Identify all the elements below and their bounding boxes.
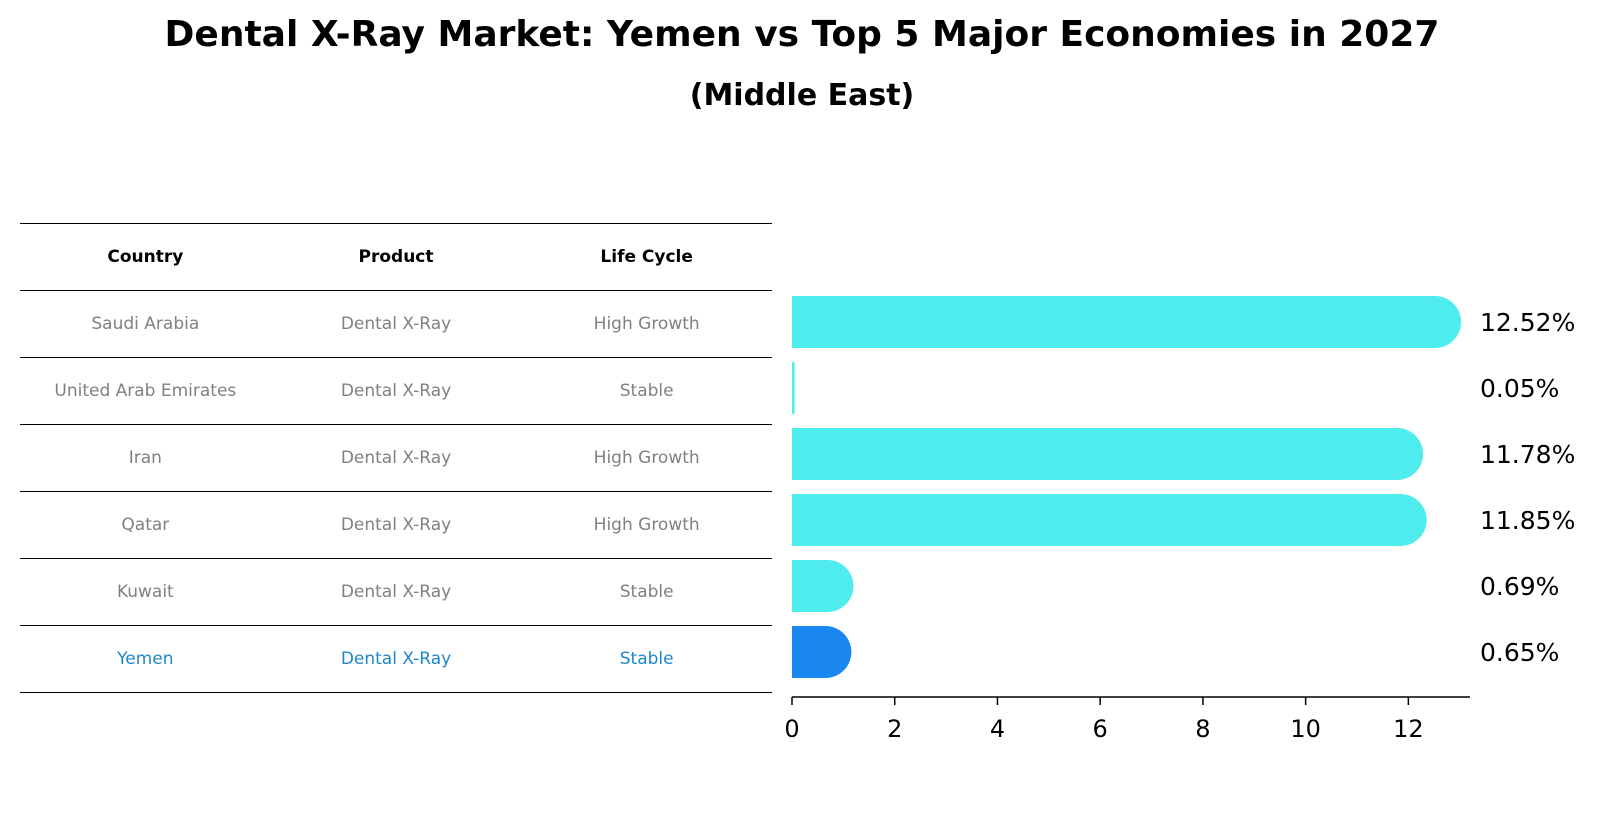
cell-life-cycle: High Growth xyxy=(593,314,700,334)
header-life-cycle: Life Cycle xyxy=(600,247,693,267)
x-tick-label: 4 xyxy=(990,715,1005,743)
bar xyxy=(792,428,1424,480)
cell-life-cycle: Stable xyxy=(619,582,674,602)
x-tick-label: 8 xyxy=(1195,715,1210,743)
chart-subtitle: (Middle East) xyxy=(689,78,915,113)
bar xyxy=(792,296,1462,348)
cell-product: Dental X-Ray xyxy=(340,314,452,334)
cell-product: Dental X-Ray xyxy=(340,448,452,468)
cell-product: Dental X-Ray xyxy=(340,582,452,602)
bar xyxy=(792,362,795,414)
cell-country: Qatar xyxy=(121,515,170,535)
cell-life-cycle: Stable xyxy=(619,381,674,401)
cell-country: United Arab Emirates xyxy=(54,381,237,401)
cell-life-cycle: High Growth xyxy=(593,448,700,468)
header-country: Country xyxy=(107,247,184,267)
table-row: Saudi Arabia Dental X-Ray High Growth xyxy=(20,291,772,358)
table-header-row: Country Product Life Cycle xyxy=(20,223,772,291)
header-product: Product xyxy=(358,247,434,267)
cell-life-cycle: Stable xyxy=(619,649,674,669)
bar-value-label: 0.65% xyxy=(1480,638,1559,667)
x-tick-label: 10 xyxy=(1290,715,1321,743)
bar-highlighted xyxy=(792,626,852,678)
cell-product: Dental X-Ray xyxy=(340,515,452,535)
cell-country: Iran xyxy=(128,448,162,468)
x-tick-label: 12 xyxy=(1393,715,1424,743)
cell-product: Dental X-Ray xyxy=(340,649,452,669)
data-table: Country Product Life Cycle Saudi Arabia … xyxy=(20,223,772,693)
cell-life-cycle: High Growth xyxy=(593,515,700,535)
table-row: Qatar Dental X-Ray High Growth xyxy=(20,492,772,559)
chart-title: Dental X-Ray Market: Yemen vs Top 5 Majo… xyxy=(164,14,1440,55)
x-tick-label: 6 xyxy=(1093,715,1108,743)
bar-value-label: 12.52% xyxy=(1480,308,1575,337)
bar-value-label: 11.78% xyxy=(1480,440,1575,469)
cell-country: Kuwait xyxy=(116,582,174,602)
bar xyxy=(792,494,1427,546)
table-row: Kuwait Dental X-Ray Stable xyxy=(20,559,772,626)
table-row-highlighted: Yemen Dental X-Ray Stable xyxy=(20,626,772,693)
bar-value-label: 11.85% xyxy=(1480,506,1575,535)
x-tick-label: 0 xyxy=(784,715,799,743)
cell-country: Yemen xyxy=(117,649,174,669)
cell-country: Saudi Arabia xyxy=(91,314,200,334)
table-row: Iran Dental X-Ray High Growth xyxy=(20,425,772,492)
bar xyxy=(792,560,854,612)
x-tick-label: 2 xyxy=(887,715,902,743)
table-row: United Arab Emirates Dental X-Ray Stable xyxy=(20,358,772,425)
bar-value-label: 0.69% xyxy=(1480,572,1559,601)
bar-value-label: 0.05% xyxy=(1480,374,1559,403)
cell-product: Dental X-Ray xyxy=(340,381,452,401)
